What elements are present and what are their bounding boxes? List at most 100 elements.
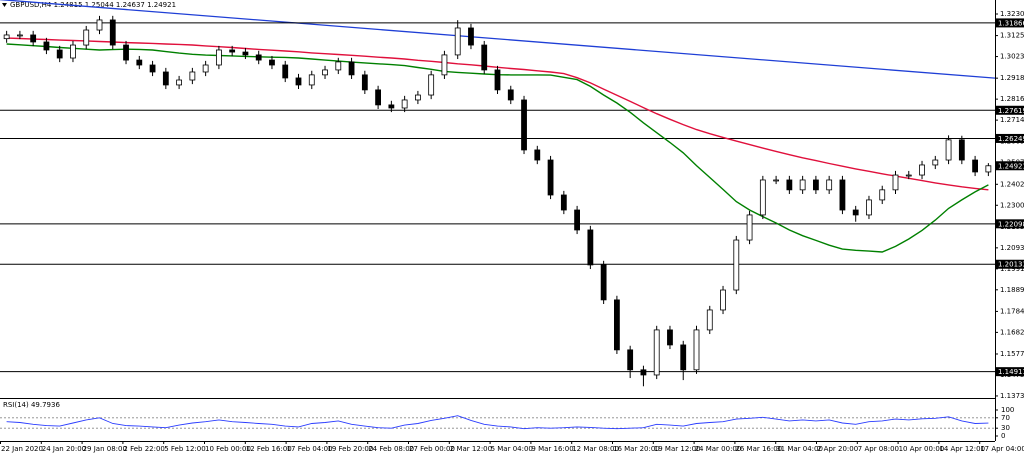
x-tick-label: 14 Apr 12:00 [939,445,985,453]
x-tick-label: 19 Feb 20:00 [327,445,373,453]
candle-body [308,74,315,86]
x-tick-label: 29 Jan 08:00 [83,445,127,453]
candle-body [242,51,249,56]
candle-body [507,89,514,101]
candle-body [627,349,634,371]
y-tick-label: 1.13730 [1000,392,1024,400]
chart-title: GBPUSD,H4 1.24815 1.25044 1.24637 1.2492… [10,1,176,9]
candle-body [56,49,63,59]
x-tick-label: 5 Mar 04:00 [491,445,533,453]
candle-body [348,61,355,76]
y-tick-label: 1.24020 [1000,180,1024,188]
level-label: 1.31866 [998,19,1024,27]
x-tick-label: 2 Apr 20:00 [817,445,858,453]
rsi-tick-label: 100 [1001,406,1014,414]
x-tick-label: 24 Mar 00:00 [695,445,742,453]
y-tick-label: 1.30230 [1000,53,1024,61]
level-box [996,133,1024,143]
candle-body [706,309,713,331]
candle-body [401,99,408,109]
candle-body [16,34,23,37]
level-box [996,367,1024,377]
y-tick-label: 1.29180 [1000,74,1024,82]
candle-body [786,179,793,191]
candle-body [414,94,421,101]
x-tick-label: 19 Mar 12:00 [654,445,701,453]
last-price-box [996,161,1024,171]
candle-body [43,41,50,51]
x-tick-label: 16 Mar 20:00 [613,445,660,453]
candle-body [494,69,501,91]
candle-body [229,49,236,53]
level-box [996,219,1024,229]
candle-body [70,44,76,59]
candle-body [136,59,143,66]
y-tick-label: 1.28160 [1000,95,1024,103]
y-tick-label: 1.18890 [1000,286,1024,294]
trendline [0,0,995,79]
level-box [996,18,1024,28]
candle-body [852,209,859,216]
candle-body [985,165,992,173]
candle-body [269,59,275,66]
candle-body [826,179,833,191]
candle-body [123,44,129,61]
y-tick-label: 1.31250 [1000,32,1024,40]
candle-body [202,64,209,73]
candle-body [149,64,156,73]
candle-body [972,159,978,173]
last-price-label: 1.24921 [998,162,1024,170]
candle-body [919,164,925,176]
candle-body [255,54,262,61]
candle-body [162,71,169,86]
candle-body [30,34,37,43]
candle-body [335,61,342,71]
candle-body [215,49,222,66]
candle-body [799,179,806,191]
candle-body [600,264,607,301]
candle-body [932,159,939,166]
candle-body [481,44,488,71]
candle-body [574,209,580,231]
candle-body [667,329,673,346]
y-tick-label: 1.27140 [1000,116,1024,124]
candle-body [83,29,90,46]
candle-body [534,149,541,161]
candle-body [720,289,726,311]
candle-body [521,99,527,151]
candle-body [813,179,819,191]
x-tick-label: 5 Feb 12:00 [164,445,205,453]
level-label: 1.26249 [998,135,1024,143]
y-tick-label: 1.19910 [1000,265,1024,273]
x-tick-label: 2 Mar 12:00 [450,445,492,453]
candle-body [176,79,183,86]
x-tick-label: 12 Feb 16:00 [246,445,292,453]
x-tick-label: 2 Feb 22:00 [123,445,164,453]
candle-body [560,194,567,211]
x-tick-label: 26 Mar 16:00 [735,445,782,453]
rsi-tick-label: 30 [1001,424,1010,432]
candle-body [905,174,912,177]
y-tick-label: 1.17840 [1000,307,1024,315]
candle-body [958,139,965,161]
x-tick-label: 7 Apr 08:00 [858,445,899,453]
x-tick-label: 24 Jan 20:00 [42,445,86,453]
candle-body [295,77,302,86]
candle-body [746,214,753,241]
candle-body [109,19,116,46]
candle-body [945,139,952,161]
candle-body [614,299,620,351]
candle-body [468,27,474,46]
candle-body [189,71,196,81]
rsi-tick-label: 0 [1001,432,1005,440]
candle-body [96,19,103,31]
rsi-line [6,415,989,430]
x-tick-label: 27 Feb 00:00 [409,445,455,453]
candle-body [839,179,846,211]
x-tick-label: 9 Mar 16:00 [531,445,573,453]
menu-arrow [2,3,7,7]
candle-body [693,329,700,371]
x-tick-label: 22 Jan 2020 [1,445,43,453]
